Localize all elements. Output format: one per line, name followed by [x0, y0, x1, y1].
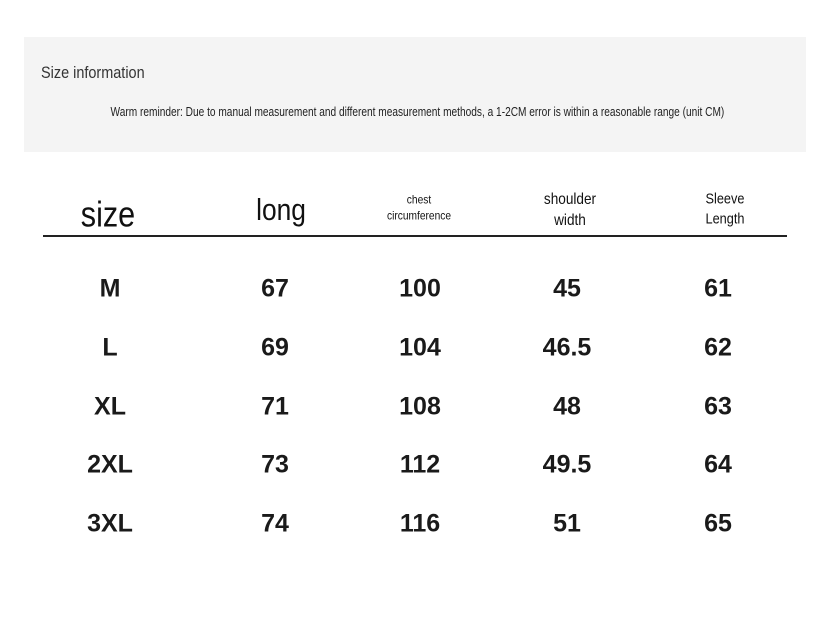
- size-label: XL: [94, 392, 126, 420]
- measurement: 65: [704, 509, 732, 538]
- column-header: chest circumference: [386, 192, 452, 222]
- column-header: Sleeve Length: [705, 190, 745, 228]
- column-header: long: [256, 191, 306, 227]
- size-label: 2XL: [87, 450, 133, 479]
- measurement: 46.5: [542, 333, 592, 362]
- measurement: 63: [704, 392, 732, 420]
- measurement: 74: [261, 509, 289, 538]
- measurement: 45: [553, 274, 581, 303]
- measurement: 112: [399, 450, 441, 479]
- header-rule: [43, 235, 787, 237]
- measurement: 48: [553, 392, 581, 420]
- measurement: 64: [704, 450, 732, 479]
- column-header: size: [80, 193, 136, 235]
- size-label: L: [102, 333, 118, 362]
- measurement: 51: [553, 509, 581, 538]
- measurement: 62: [704, 333, 732, 362]
- measurement: 61: [704, 274, 732, 303]
- measurement: 69: [261, 333, 289, 362]
- size-label: M: [99, 274, 121, 303]
- measurement: 71: [261, 392, 289, 420]
- reminder: Warm reminder: Due to manual measurement…: [110, 104, 725, 119]
- measurement: 67: [261, 274, 289, 303]
- measurement: 104: [399, 333, 441, 362]
- measurement: 73: [261, 450, 289, 479]
- reminder-line: Warm reminder: Due to manual measurement…: [24, 104, 806, 119]
- column-header: shoulder width: [543, 191, 597, 229]
- measurement: 116: [399, 509, 441, 538]
- info-box: Size information Warm reminder: Due to m…: [24, 37, 806, 152]
- info-title: Size information: [41, 63, 145, 82]
- size-label: 3XL: [87, 509, 133, 538]
- measurement: 49.5: [542, 450, 592, 479]
- measurement: 100: [399, 274, 441, 303]
- measurement: 108: [399, 392, 441, 420]
